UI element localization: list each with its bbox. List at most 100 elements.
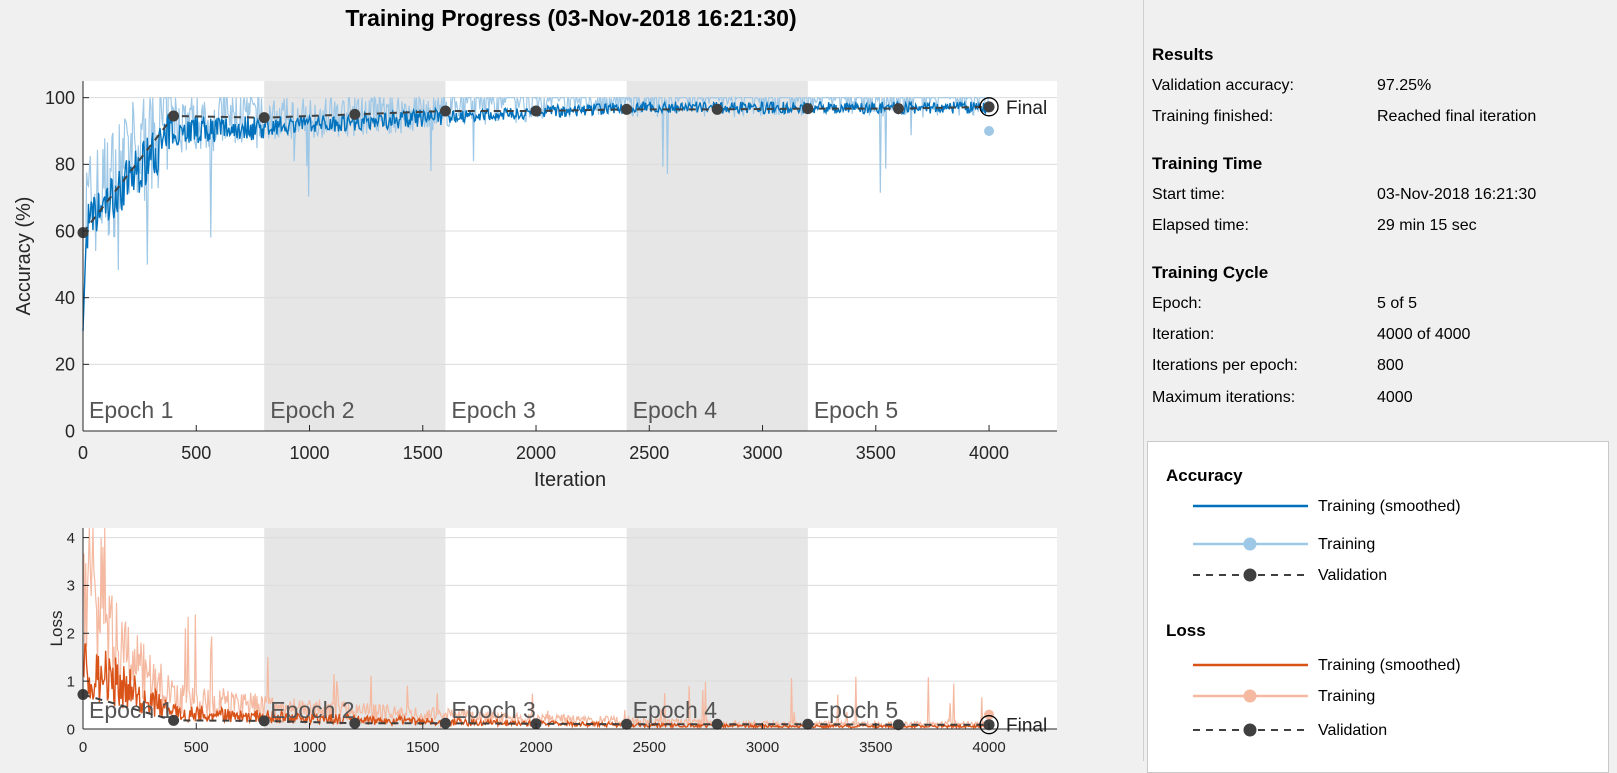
validation-point (802, 718, 814, 730)
validation-accuracy-value: 97.25% (1377, 77, 1432, 94)
y-tick-label: 20 (55, 355, 75, 375)
epoch-label: Epoch: (1152, 295, 1202, 312)
training-time-header: Training Time (1152, 154, 1263, 173)
training-finished-label: Training finished: (1152, 108, 1274, 125)
validation-point (711, 103, 723, 115)
y-tick-label: 80 (55, 155, 75, 175)
validation-point (168, 714, 180, 726)
x-tick-label: 3500 (856, 443, 896, 463)
y-tick-label: 3 (67, 578, 75, 595)
final-label: Final (1006, 98, 1047, 119)
training-finished-value: Reached final iteration (1377, 108, 1537, 125)
maximum-iterations-value: 4000 (1377, 389, 1413, 406)
legend-loss-validation-label: Validation (1318, 722, 1388, 739)
legend-loss-training-label: Training (1318, 688, 1376, 705)
results-header: Results (1152, 45, 1214, 64)
x-tick-label: 2500 (629, 443, 669, 463)
x-tick-label: 4000 (972, 739, 1005, 756)
y-tick-label: 40 (55, 288, 75, 308)
validation-point (892, 103, 904, 115)
validation-point (439, 717, 451, 729)
legend-acc-validation-label: Validation (1318, 567, 1388, 584)
x-tick-label: 500 (181, 443, 211, 463)
epoch-label: Epoch 3 (451, 697, 535, 723)
epoch-label: Epoch 2 (270, 697, 354, 723)
y-tick-label: 100 (45, 88, 75, 108)
legend-loss-smoothed-swatch (1193, 663, 1308, 667)
x-tick-label: 3500 (859, 739, 892, 756)
validation-point (258, 112, 270, 124)
iterations-per-epoch-value: 800 (1377, 357, 1404, 374)
epoch-label: Epoch 5 (814, 397, 898, 423)
legend-acc-smoothed-label: Training (smoothed) (1318, 498, 1461, 515)
x-axis-label: Iteration (534, 469, 606, 491)
x-tick-label: 0 (78, 443, 88, 463)
x-tick-label: 3000 (743, 443, 783, 463)
validation-point (621, 718, 633, 730)
validation-point (621, 103, 633, 115)
x-tick-label: 2500 (633, 739, 666, 756)
start-time-value: 03-Nov-2018 16:21:30 (1377, 186, 1537, 203)
validation-point (439, 105, 451, 117)
x-tick-label: 4000 (969, 443, 1009, 463)
training-raw-line (82, 95, 990, 332)
iteration-value: 4000 of 4000 (1377, 326, 1471, 343)
legend-loss-training-swatch (1193, 689, 1308, 703)
x-tick-label: 1000 (289, 443, 329, 463)
x-tick-label: 1500 (403, 443, 443, 463)
validation-point (258, 715, 270, 727)
y-tick-label: 60 (55, 221, 75, 241)
iteration-label: Iteration: (1152, 326, 1215, 343)
epoch-label: Epoch 4 (633, 397, 718, 423)
epoch-value: 5 of 5 (1377, 295, 1418, 312)
validation-point (349, 717, 361, 729)
y-tick-label: 2 (67, 626, 75, 643)
plot-background (83, 528, 1057, 729)
validation-accuracy-label: Validation accuracy: (1152, 77, 1294, 94)
legend-loss-smoothed-label: Training (smoothed) (1318, 657, 1461, 674)
x-tick-label: 1000 (293, 739, 326, 756)
accuracy-chart: Epoch 1 Epoch 2 Epoch 3 Epoch 4 Epoch 5 Final… (13, 81, 1057, 491)
y-tick-label: 1 (67, 673, 75, 690)
epoch-label: Epoch 2 (270, 397, 354, 423)
epoch-shade (626, 528, 808, 729)
iterations-per-epoch-label: Iterations per epoch: (1152, 357, 1298, 374)
final-training-point (984, 126, 995, 136)
epoch-label: Epoch 5 (814, 697, 898, 723)
validation-point (802, 103, 814, 115)
legend-panel: Accuracy Training (smoothed) Training Va… (1147, 441, 1609, 773)
x-tick-label: 1500 (406, 739, 439, 756)
training-cycle-header: Training Cycle (1152, 263, 1269, 282)
y-axis-label: Accuracy (%) (13, 197, 35, 316)
legend-loss-validation-swatch (1193, 723, 1308, 737)
elapsed-time-value: 29 min 15 sec (1377, 217, 1477, 234)
validation-point (983, 101, 995, 113)
panel-divider (1143, 0, 1144, 761)
final-validation-marker (979, 715, 999, 735)
y-tick-label: 4 (67, 530, 75, 547)
epoch-shade (626, 81, 808, 431)
legend-acc-validation-swatch (1193, 568, 1308, 582)
epoch-label: Epoch 3 (451, 397, 535, 423)
x-tick-label: 2000 (519, 739, 552, 756)
legend-loss-header: Loss (1166, 621, 1206, 640)
x-tick-label: 3000 (746, 739, 779, 756)
validation-point (349, 108, 361, 120)
epoch-label: Epoch 1 (89, 697, 173, 723)
y-tick-label: 0 (65, 421, 75, 441)
legend-acc-training-swatch (1193, 537, 1308, 551)
epoch-shade (264, 528, 446, 729)
validation-point (711, 718, 723, 730)
legend-acc-training-label: Training (1318, 536, 1376, 553)
legend-acc-smoothed-swatch (1193, 504, 1308, 508)
validation-point (168, 110, 180, 122)
x-tick-label: 2000 (516, 443, 556, 463)
final-label: Final (1006, 716, 1047, 737)
y-axis-label: Loss (47, 611, 66, 647)
loss-chart: Epoch 1 Epoch 2 Epoch 3 Epoch 4 Epoch 5 Final… (47, 527, 1057, 756)
epoch-label: Epoch 4 (633, 697, 718, 723)
start-time-label: Start time: (1152, 186, 1225, 203)
legend-accuracy-header: Accuracy (1166, 466, 1243, 485)
validation-point (530, 105, 542, 117)
epoch-label: Epoch 1 (89, 397, 173, 423)
